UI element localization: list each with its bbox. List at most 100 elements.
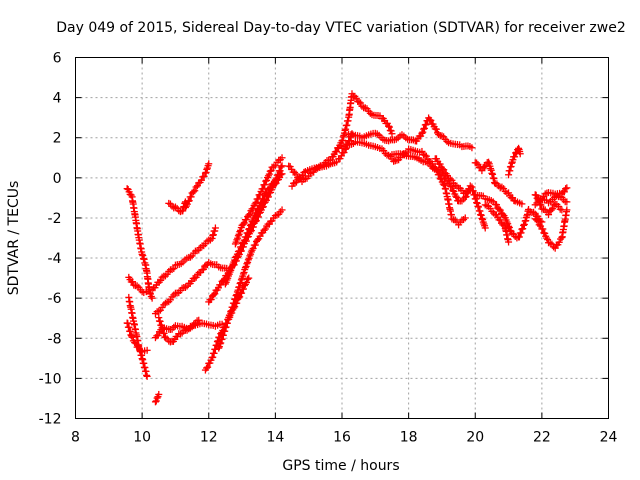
data-point (223, 319, 231, 327)
data-point (292, 178, 300, 186)
data-point (217, 339, 225, 347)
series-arc-7 (155, 314, 203, 346)
data-point (128, 333, 136, 341)
data-point (446, 175, 454, 183)
data-point (468, 144, 476, 152)
data-point (200, 172, 208, 180)
data-point (246, 221, 254, 229)
data-point (438, 132, 446, 140)
data-point (197, 176, 205, 184)
data-point (237, 243, 245, 251)
data-point (215, 344, 223, 352)
data-point (273, 211, 281, 219)
data-point (244, 275, 252, 283)
data-point (205, 160, 213, 168)
data-point (207, 296, 215, 304)
data-point (210, 349, 218, 357)
data-point (161, 272, 169, 280)
data-point (318, 162, 326, 170)
data-point (226, 311, 234, 319)
data-point (206, 236, 214, 244)
data-point (260, 226, 268, 234)
data-point (265, 184, 273, 192)
data-point (492, 201, 500, 209)
data-point (489, 170, 497, 178)
data-point (208, 234, 216, 242)
data-point (185, 197, 193, 205)
data-point (549, 205, 557, 213)
series-arc-26 (505, 144, 524, 179)
data-point (388, 130, 396, 138)
data-point (147, 292, 155, 300)
data-point (355, 98, 363, 106)
series-arc-8 (151, 259, 233, 318)
data-point (155, 307, 163, 315)
x-tick-label: 20 (466, 430, 484, 446)
data-point (158, 273, 166, 281)
y-tick-label: 4 (53, 91, 62, 107)
data-point (211, 290, 219, 298)
data-point (218, 335, 226, 343)
data-point (473, 199, 481, 207)
data-point (453, 193, 461, 201)
data-point (204, 363, 212, 371)
data-point (249, 205, 257, 213)
y-tick-label: 2 (53, 131, 62, 147)
data-point (234, 232, 242, 240)
data-point (385, 151, 393, 159)
data-point (244, 256, 252, 264)
data-point (448, 183, 456, 191)
y-tick-label: -12 (39, 412, 62, 428)
data-point (262, 177, 270, 185)
data-point (419, 128, 427, 136)
data-point (261, 181, 269, 189)
data-point (361, 104, 369, 112)
data-point (499, 210, 507, 218)
data-point (496, 216, 504, 224)
data-point (533, 216, 541, 224)
series-arc-22 (431, 155, 489, 232)
data-point (188, 323, 196, 331)
data-point (291, 168, 299, 176)
data-point (222, 323, 230, 331)
data-point (258, 203, 266, 211)
data-point (211, 345, 219, 353)
data-point (245, 211, 253, 219)
x-tick-label: 8 (71, 430, 80, 446)
data-point (439, 180, 447, 188)
data-point (244, 229, 252, 237)
data-point (461, 214, 469, 222)
data-point (230, 299, 238, 307)
data-point (490, 175, 498, 183)
data-point (217, 281, 225, 289)
data-point (300, 168, 308, 176)
data-point (545, 211, 553, 219)
data-point (385, 122, 393, 130)
series-arc-25 (481, 201, 513, 246)
data-point (168, 266, 176, 274)
data-point (366, 109, 374, 117)
data-point (440, 181, 448, 189)
data-point (242, 233, 250, 241)
data-point (556, 193, 564, 201)
data-point (209, 353, 217, 361)
x-tick-label: 24 (600, 430, 618, 446)
data-point (477, 211, 485, 219)
x-axis-label: GPS time / hours (282, 458, 399, 474)
data-point (243, 216, 251, 224)
data-point (195, 316, 203, 324)
series-arc-11 (181, 160, 213, 211)
data-series (123, 90, 571, 406)
data-point (259, 185, 267, 193)
data-point (357, 99, 365, 107)
data-point (267, 167, 275, 175)
data-point (563, 198, 571, 206)
series-arc-1 (123, 185, 156, 302)
data-point (170, 323, 178, 331)
data-point (432, 125, 440, 133)
data-point (189, 188, 197, 196)
data-point (277, 163, 285, 171)
data-point (192, 273, 200, 281)
data-point (232, 292, 240, 300)
